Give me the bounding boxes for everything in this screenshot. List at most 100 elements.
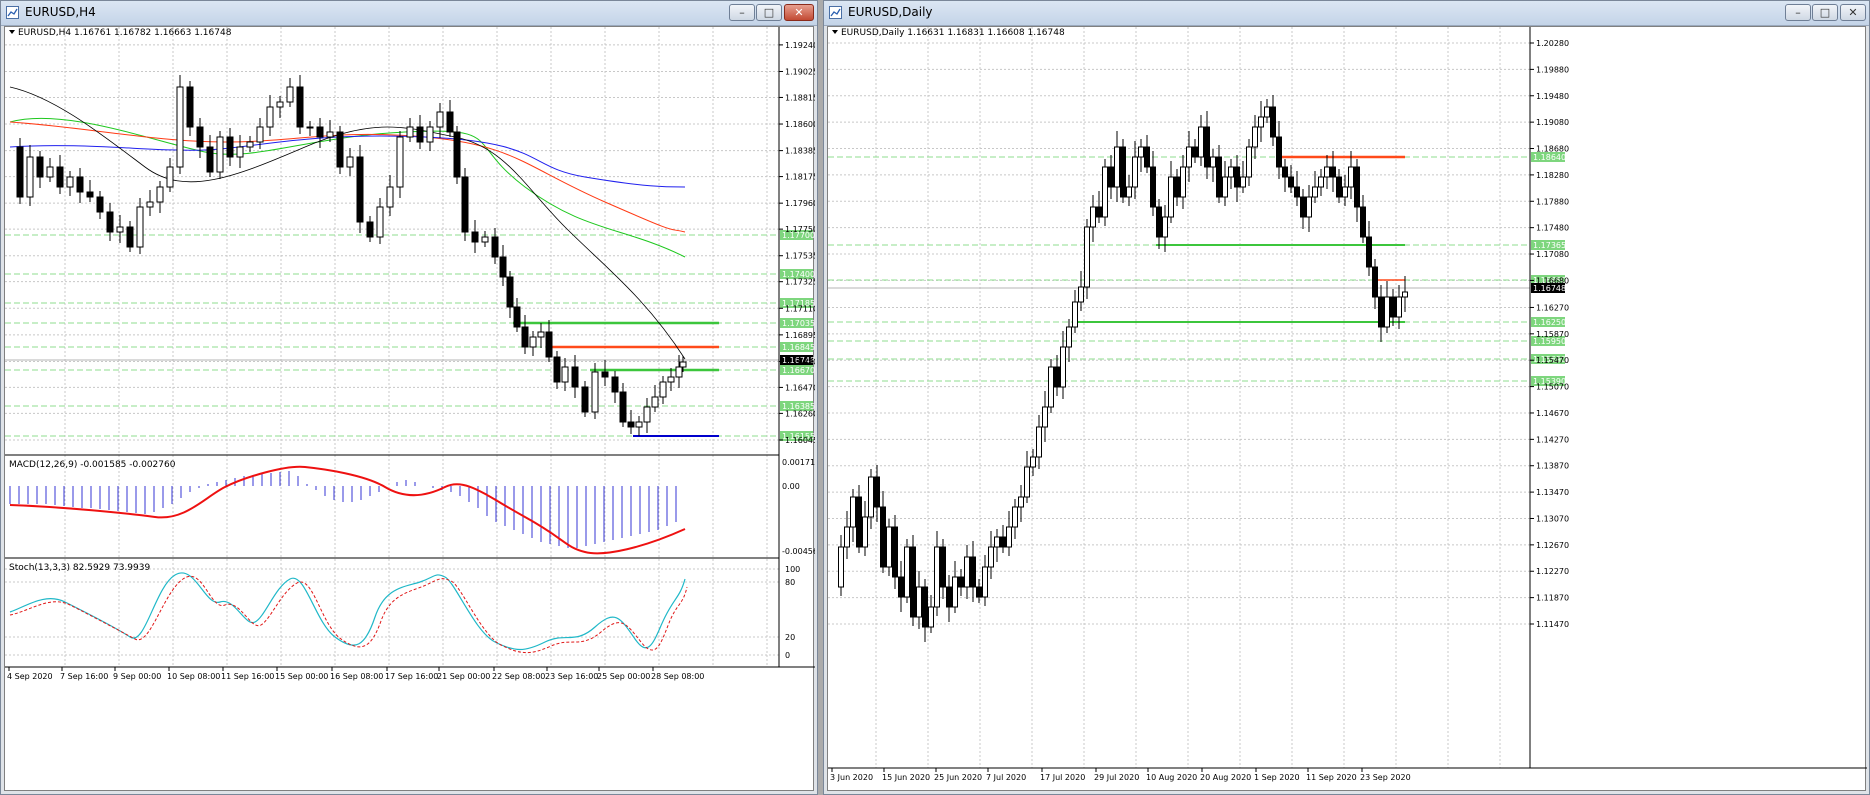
- daily-level-label: 1.16250: [1533, 318, 1566, 327]
- h4-date-tick: 16 Sep 08:00: [330, 672, 383, 681]
- daily-level-label: 1.15390: [1533, 377, 1566, 386]
- h4-level-label: 1.16845: [782, 343, 815, 352]
- daily-date-tick: 15 Jun 2020: [882, 773, 930, 782]
- window-titlebar[interactable]: EURUSD,Daily – □ ✕: [824, 1, 1869, 26]
- h4-chart-svg[interactable]: 1.17700 1.17400 1.17185 1.17035 1.16845 1.167…: [5, 27, 815, 792]
- daily-price-tick: 1.11470: [1536, 620, 1569, 629]
- h4-date-tick: 22 Sep 08:00: [492, 672, 545, 681]
- h4-level-label: 1.16385: [782, 402, 815, 411]
- daily-date-tick: 1 Sep 2020: [1254, 773, 1300, 782]
- maximize-button[interactable]: □: [1812, 4, 1838, 21]
- h4-level-label: 1.17035: [782, 319, 815, 328]
- h4-date-tick: 15 Sep 00:00: [275, 672, 328, 681]
- daily-chart-window[interactable]: EURUSD,Daily – □ ✕ 1.18640 1.17365 1.16850…: [823, 0, 1870, 795]
- macd-tick: 0.00: [782, 482, 800, 491]
- h4-date-tick: 10 Sep 08:00: [167, 672, 220, 681]
- daily-price-tick: 1.18280: [1536, 171, 1569, 180]
- daily-date-tick: 25 Jun 2020: [934, 773, 982, 782]
- maximize-button[interactable]: □: [756, 4, 782, 21]
- daily-price-tick: 1.13870: [1536, 462, 1569, 471]
- daily-price-tick: 1.15870: [1536, 330, 1569, 339]
- daily-price-tick: 1.14270: [1536, 435, 1569, 444]
- window-title: EURUSD,Daily: [848, 5, 933, 19]
- window-title: EURUSD,H4: [25, 5, 96, 19]
- daily-level-label: 1.15950: [1533, 337, 1566, 346]
- daily-chart-area[interactable]: 1.18640 1.17365 1.16850 1.16748 1.16250 1.159…: [827, 26, 1867, 792]
- h4-symbol-info: EURUSD,H4 1.16761 1.16782 1.16663 1.1674…: [18, 28, 232, 38]
- h4-price-tick: 1.17750: [785, 225, 815, 234]
- h4-bid-label: 1.16748: [782, 356, 815, 365]
- daily-price-tick: 1.17880: [1536, 197, 1569, 206]
- daily-price-tick: 1.17480: [1536, 224, 1569, 233]
- daily-price-tick: 1.15070: [1536, 383, 1569, 392]
- macd-tick: 0.001715: [782, 458, 815, 467]
- daily-price-tick: 1.16680: [1536, 276, 1569, 285]
- close-button[interactable]: ✕: [784, 4, 814, 21]
- h4-price-tick: 1.19240: [785, 41, 815, 50]
- daily-price-tick: 1.20280: [1536, 39, 1569, 48]
- h4-date-tick: 28 Sep 08:00: [651, 672, 704, 681]
- macd-tick: -0.004568: [782, 547, 815, 556]
- h4-price-tick: 1.18600: [785, 120, 815, 129]
- h4-date-tick: 21 Sep 00:00: [437, 672, 490, 681]
- h4-price-tick: 1.17535: [785, 252, 815, 261]
- chart-window-icon: [829, 6, 842, 19]
- window-titlebar[interactable]: EURUSD,H4 – □ ✕: [1, 1, 817, 26]
- h4-date-tick: 25 Sep 00:00: [597, 672, 650, 681]
- h4-date-tick: 17 Sep 16:00: [385, 672, 438, 681]
- h4-date-tick: 4 Sep 2020: [7, 672, 53, 681]
- h4-date-tick: 23 Sep 16:00: [545, 672, 598, 681]
- minimize-button[interactable]: –: [1785, 4, 1811, 21]
- h4-date-tick: 11 Sep 16:00: [221, 672, 274, 681]
- daily-date-tick: 11 Sep 2020: [1306, 773, 1357, 782]
- stoch-tick: 20: [785, 633, 795, 642]
- h4-price-tick: 1.18175: [785, 173, 815, 182]
- daily-price-tick: 1.12270: [1536, 567, 1569, 576]
- stoch-tick: 0: [785, 651, 790, 660]
- h4-level-label: 1.17400: [782, 270, 815, 279]
- close-button[interactable]: ✕: [1840, 4, 1866, 21]
- daily-bid-label: 1.16748: [1533, 284, 1566, 293]
- h4-level-label: 1.16670: [782, 366, 815, 375]
- daily-price-tick: 1.13470: [1536, 488, 1569, 497]
- h4-date-tick: 7 Sep 16:00: [60, 672, 108, 681]
- daily-date-tick: 20 Aug 2020: [1200, 773, 1251, 782]
- h4-price-tick: 1.19025: [785, 67, 815, 76]
- h4-level-label: 1.17700: [782, 231, 815, 240]
- daily-date-tick: 3 Jun 2020: [830, 773, 873, 782]
- daily-price-tick: 1.14670: [1536, 409, 1569, 418]
- h4-chart-window[interactable]: EURUSD,H4 – □ ✕ 1.17700 1.17400 1.17185 1.1…: [0, 0, 818, 795]
- daily-date-tick: 29 Jul 2020: [1094, 773, 1139, 782]
- minimize-button[interactable]: –: [729, 4, 755, 21]
- daily-price-tick: 1.11870: [1536, 594, 1569, 603]
- daily-symbol-info: EURUSD,Daily 1.16631 1.16831 1.16608 1.1…: [841, 28, 1065, 38]
- daily-level-label: 1.18640: [1533, 153, 1566, 162]
- h4-price-tick: 1.16680: [785, 357, 815, 366]
- h4-price-tick: 1.16895: [785, 331, 815, 340]
- daily-price-tick: 1.13070: [1536, 514, 1569, 523]
- stoch-tick: 100: [785, 565, 800, 574]
- h4-chart-area[interactable]: 1.17700 1.17400 1.17185 1.17035 1.16845 1.167…: [4, 26, 815, 792]
- chart-window-icon: [6, 6, 19, 19]
- daily-date-tick: 7 Jul 2020: [986, 773, 1026, 782]
- daily-date-tick: 17 Jul 2020: [1040, 773, 1085, 782]
- h4-price-tick: 1.16260: [785, 409, 815, 418]
- daily-level-label: 1.17365: [1533, 241, 1566, 250]
- h4-price-tick: 1.18385: [785, 147, 815, 156]
- daily-level-label: 1.15690: [1533, 355, 1566, 364]
- daily-price-tick: 1.12670: [1536, 541, 1569, 550]
- daily-date-tick: 23 Sep 2020: [1360, 773, 1411, 782]
- daily-price-tick: 1.17080: [1536, 250, 1569, 259]
- daily-date-tick: 10 Aug 2020: [1146, 773, 1197, 782]
- h4-level-label: 1.17185: [782, 299, 815, 308]
- h4-price-tick: 1.18815: [785, 93, 815, 102]
- stoch-tick: 80: [785, 578, 795, 587]
- h4-price-tick: 1.16045: [785, 436, 815, 445]
- macd-label: MACD(12,26,9) -0.001585 -0.002760: [9, 460, 176, 470]
- daily-price-tick: 1.16270: [1536, 303, 1569, 312]
- stoch-label: Stoch(13,3,3) 82.5929 73.9939: [9, 563, 150, 573]
- daily-price-tick: 1.19480: [1536, 92, 1569, 101]
- daily-price-tick: 1.15470: [1536, 356, 1569, 365]
- h4-date-tick: 9 Sep 00:00: [113, 672, 161, 681]
